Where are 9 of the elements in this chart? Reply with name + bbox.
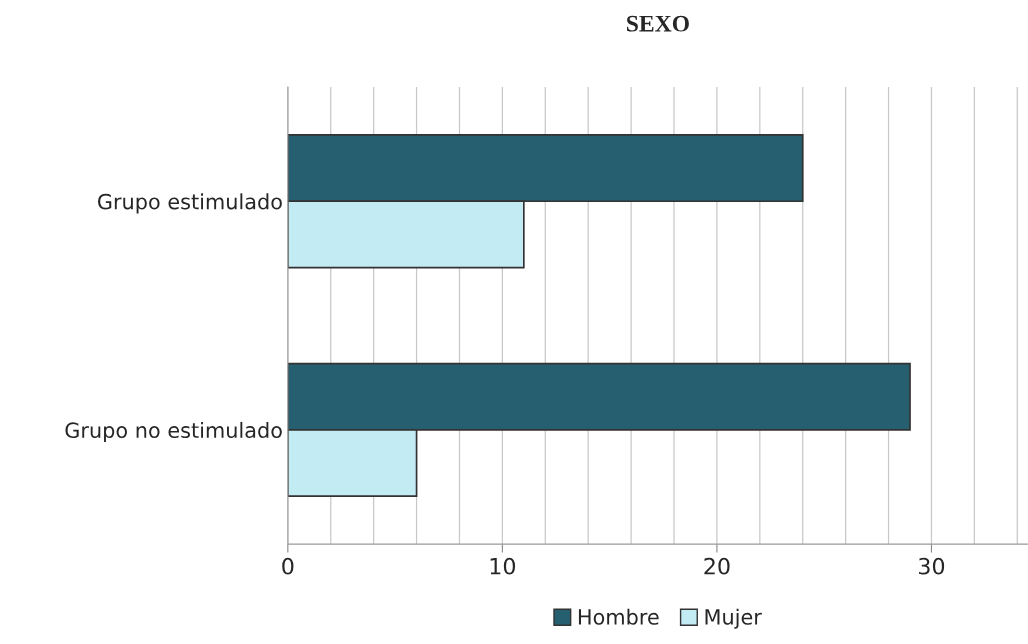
x-tick-label: 20 — [704, 557, 730, 575]
legend-label: Mujer — [705, 608, 762, 629]
y-tick-label: Grupo estimulado — [97, 193, 282, 214]
x-tick-label: 0 — [282, 557, 294, 575]
y-tick-label: Grupo no estimulado — [65, 421, 282, 443]
x-tick-label: 30 — [919, 557, 945, 575]
legend-label: Hombre — [578, 608, 659, 625]
chart-title: SEXO — [627, 15, 689, 32]
x-tick-label: 10 — [490, 557, 516, 575]
